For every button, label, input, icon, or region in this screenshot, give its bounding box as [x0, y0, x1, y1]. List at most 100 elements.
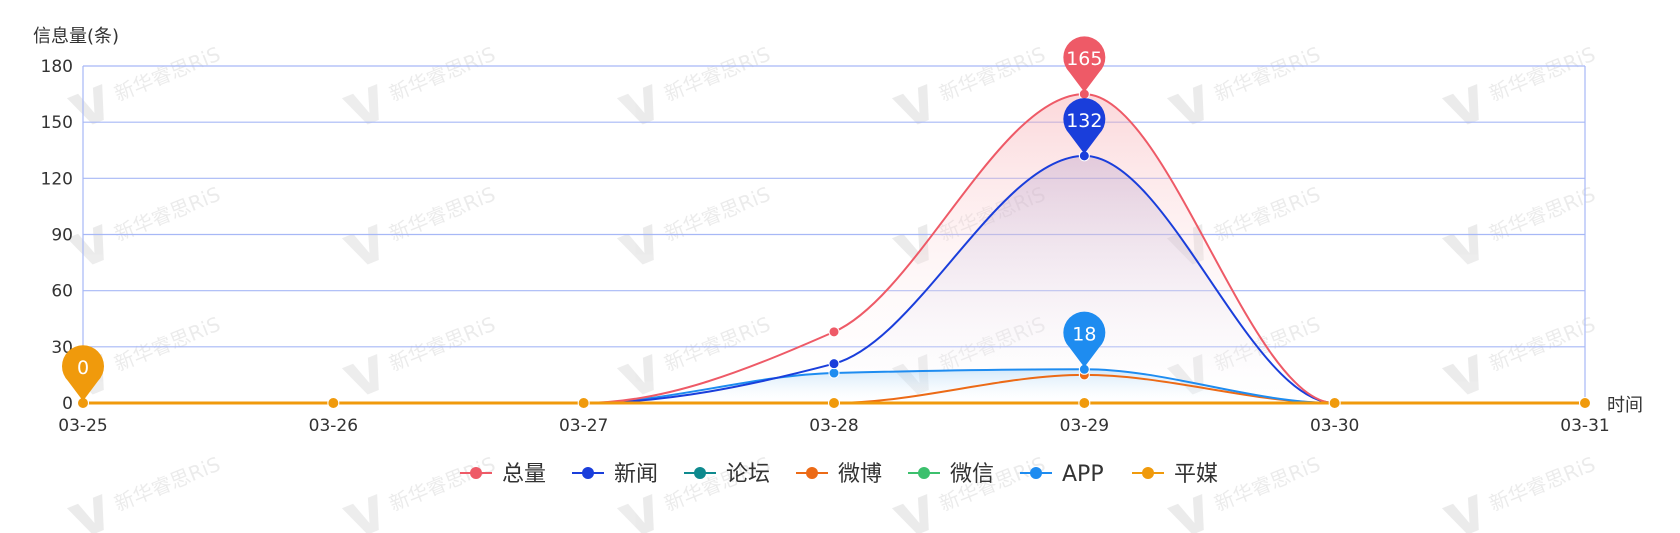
legend-marker — [1142, 467, 1154, 479]
x-tick-label: 03-30 — [1310, 416, 1359, 436]
watermark-text: 新华睿思RiS — [1211, 452, 1324, 516]
watermark-text: 新华睿思RiS — [111, 452, 224, 516]
pin-marker-icon — [1063, 98, 1106, 154]
watermark-logo-icon — [1441, 354, 1479, 395]
y-tick-label: 150 — [41, 113, 73, 133]
point-平媒[interactable] — [1078, 397, 1091, 409]
legend-label: 论坛 — [726, 462, 770, 487]
legend-marker — [694, 467, 706, 479]
legend: 总量 新闻 论坛 微博 微信 APP 平媒 — [460, 462, 1218, 487]
y-tick-label: 0 — [62, 394, 73, 414]
legend-label: 新闻 — [614, 462, 658, 487]
watermark-logo-icon — [616, 224, 654, 265]
watermark-logo-icon — [341, 494, 379, 533]
watermark-text: 新华睿思RiS — [936, 42, 1049, 106]
watermark: 新华睿思RiS — [1441, 452, 1599, 533]
watermark-logo-icon — [341, 84, 379, 125]
watermark-text: 新华睿思RiS — [1486, 42, 1599, 106]
legend-item[interactable]: 总量 — [460, 462, 546, 487]
watermark-text: 新华睿思RiS — [1486, 312, 1599, 376]
legend-label: APP — [1062, 462, 1104, 487]
data-points — [77, 88, 1591, 409]
watermark: 新华睿思RiS — [66, 452, 224, 533]
watermark-logo-icon — [1441, 224, 1479, 265]
point-平媒[interactable] — [1579, 397, 1591, 409]
watermark-logo-icon — [341, 354, 379, 395]
watermark: 新华睿思RiS — [66, 182, 224, 265]
point-新闻[interactable] — [828, 358, 840, 370]
watermark: 新华睿思RiS — [616, 182, 774, 265]
y-tick-label: 90 — [51, 226, 73, 246]
pin-label: 132 — [1066, 110, 1102, 132]
y-tick-label: 120 — [41, 169, 73, 189]
watermark-text: 新华睿思RiS — [1486, 452, 1599, 516]
watermark: 新华睿思RiS — [616, 42, 774, 125]
watermark-logo-icon — [66, 84, 104, 125]
x-tick-label: 03-26 — [309, 416, 358, 436]
watermark: 新华睿思RiS — [341, 312, 499, 395]
legend-marker — [806, 467, 818, 479]
legend-label: 微信 — [950, 462, 994, 487]
watermark-text: 新华睿思RiS — [386, 182, 499, 246]
watermark-logo-icon — [66, 494, 104, 533]
point-总量[interactable] — [828, 326, 840, 338]
legend-item[interactable]: 论坛 — [684, 462, 770, 487]
point-平媒[interactable] — [577, 397, 590, 409]
pin-label: 165 — [1066, 48, 1102, 70]
pin-marker-icon — [62, 345, 105, 401]
legend-marker — [582, 467, 594, 479]
pin-label: 18 — [1072, 323, 1096, 345]
legend-item[interactable]: APP — [1020, 462, 1104, 487]
value-pin: 0 — [62, 345, 105, 401]
watermark: 新华睿思RiS — [1441, 42, 1599, 125]
watermark: 新华睿思RiS — [891, 42, 1049, 125]
point-平媒[interactable] — [327, 397, 340, 409]
watermark-text: 新华睿思RiS — [111, 182, 224, 246]
x-tick-label: 03-28 — [809, 416, 858, 436]
legend-label: 总量 — [502, 462, 546, 487]
watermark-text: 新华睿思RiS — [1211, 42, 1324, 106]
watermark-text: 新华睿思RiS — [111, 42, 224, 106]
watermark-text: 新华睿思RiS — [1486, 182, 1599, 246]
legend-marker — [470, 467, 482, 479]
watermark-logo-icon — [891, 84, 929, 125]
x-axis-title: 时间 — [1607, 395, 1643, 416]
watermark-text: 新华睿思RiS — [1211, 182, 1324, 246]
pin-label: 0 — [77, 357, 89, 379]
watermark: 新华睿思RiS — [341, 182, 499, 265]
watermark: 新华睿思RiS — [341, 452, 499, 533]
watermark-logo-icon — [616, 494, 654, 533]
watermark-logo-icon — [1441, 494, 1479, 533]
watermark-logo-icon — [616, 84, 654, 125]
x-tick-label: 03-27 — [559, 416, 608, 436]
legend-item[interactable]: 微博 — [796, 462, 882, 487]
watermark-text: 新华睿思RiS — [386, 312, 499, 376]
watermark-logo-icon — [1166, 84, 1204, 125]
pin-marker-icon — [1063, 36, 1106, 93]
x-tick-label: 03-29 — [1060, 416, 1109, 436]
watermark-logo-icon — [616, 354, 654, 395]
area-总量 — [83, 94, 1585, 403]
x-tick-label: 03-31 — [1560, 416, 1609, 436]
y-tick-label: 60 — [51, 282, 73, 302]
value-pin: 132 — [1063, 98, 1106, 154]
watermark-logo-icon — [66, 224, 104, 265]
watermark: 新华睿思RiS — [341, 42, 499, 125]
point-平媒[interactable] — [1328, 397, 1341, 409]
legend-item[interactable]: 平媒 — [1132, 462, 1218, 487]
value-pin: 165 — [1063, 36, 1106, 93]
y-axis-title: 信息量(条) — [33, 26, 119, 47]
point-APP[interactable] — [828, 367, 840, 379]
watermark-logo-icon — [891, 494, 929, 533]
watermark-text: 新华睿思RiS — [661, 182, 774, 246]
watermarks: 新华睿思RiS 新华睿思RiS 新华睿思RiS 新华睿思RiS 新华睿思RiS 新华睿思R… — [66, 42, 1599, 533]
point-平媒[interactable] — [828, 397, 840, 409]
legend-marker — [918, 467, 930, 479]
legend-item[interactable]: 新闻 — [572, 462, 658, 487]
watermark: 新华睿思RiS — [66, 42, 224, 125]
legend-item[interactable]: 微信 — [908, 462, 994, 487]
watermark: 新华睿思RiS — [1166, 42, 1324, 125]
watermark: 新华睿思RiS — [1441, 312, 1599, 395]
